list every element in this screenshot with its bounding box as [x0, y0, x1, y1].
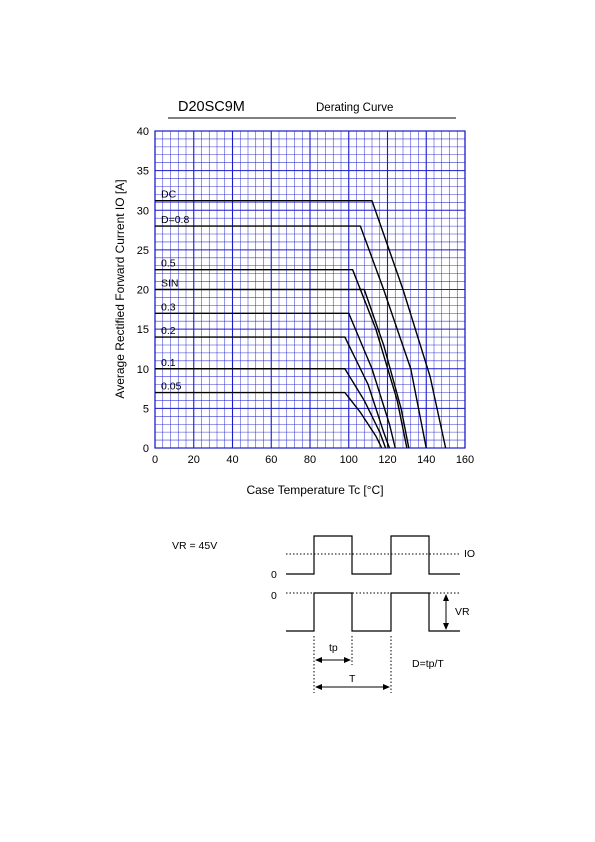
x-tick-label: 160: [456, 454, 474, 466]
y-tick-labels: 0 5 10 15 20 25 30 35 40: [137, 126, 149, 455]
zero-label-voltage: 0: [271, 590, 277, 602]
x-tick-label: 20: [188, 454, 200, 466]
vr-label: VR: [455, 606, 470, 618]
y-tick-label: 5: [143, 403, 149, 415]
x-tick-label: 120: [378, 454, 396, 466]
tp-label: tp: [329, 642, 338, 654]
series-label-6: 0.2: [161, 325, 176, 337]
x-tick-labels: 0 20 40 60 80 100 120 140 160: [152, 454, 474, 466]
tp-arrowhead-left: [315, 657, 322, 663]
series-line-7: [155, 368, 387, 449]
x-tick-label: 0: [152, 454, 158, 466]
series-labels: DC D=0.8 0.5 SIN 0.3 0.2 0.1 0.05: [161, 189, 189, 393]
series-line-3: [155, 268, 408, 449]
series-line-5: [155, 312, 396, 449]
t-arrowhead-right: [383, 684, 390, 690]
series-layer: [155, 200, 447, 449]
series-label-8: 0.05: [161, 381, 182, 393]
series-label-7: 0.1: [161, 357, 176, 369]
t-label: T: [349, 673, 356, 685]
x-tick-label: 100: [340, 454, 358, 466]
series-label-5: 0.3: [161, 301, 176, 313]
y-tick-label: 25: [137, 245, 149, 257]
waveform-diagram: VR = 45V IO 0 0 VR tp T D=tp/T: [172, 535, 475, 693]
y-tick-label: 30: [137, 205, 149, 217]
y-tick-label: 15: [137, 324, 149, 336]
x-tick-label: 40: [226, 454, 238, 466]
y-axis-label: Average Rectified Forward Current IO [A]: [113, 179, 127, 398]
series-line-2: [155, 225, 427, 449]
t-arrowhead-left: [315, 684, 322, 690]
y-tick-label: 20: [137, 285, 149, 297]
x-tick-label: 60: [265, 454, 277, 466]
chart-subtitle: Derating Curve: [316, 102, 393, 114]
tp-arrowhead-right: [344, 657, 351, 663]
io-label: IO: [464, 548, 475, 560]
duty-formula: D=tp/T: [412, 658, 444, 670]
x-tick-label: 80: [304, 454, 316, 466]
zero-label-current: 0: [271, 569, 277, 581]
series-line-6: [155, 336, 391, 449]
vr-arrowhead-bottom: [443, 623, 449, 630]
series-label-4: SIN: [161, 278, 179, 290]
series-line-1: [155, 200, 447, 449]
series-line-4: [155, 288, 410, 449]
y-tick-label: 0: [143, 443, 149, 455]
part-number: D20SC9M: [178, 99, 245, 115]
vr-arrowhead-top: [443, 594, 449, 601]
series-line-8: [155, 391, 383, 449]
current-waveform: [286, 535, 460, 575]
y-tick-label: 40: [137, 126, 149, 138]
series-label-2: D=0.8: [161, 214, 189, 226]
voltage-waveform: [286, 592, 460, 632]
series-label-1: DC: [161, 189, 177, 201]
x-axis-label: Case Temperature Tc [°C]: [246, 483, 383, 497]
y-tick-label: 10: [137, 364, 149, 376]
x-tick-label: 140: [417, 454, 435, 466]
series-label-3: 0.5: [161, 258, 176, 270]
y-tick-label: 35: [137, 166, 149, 178]
vr-condition: VR = 45V: [172, 540, 217, 552]
